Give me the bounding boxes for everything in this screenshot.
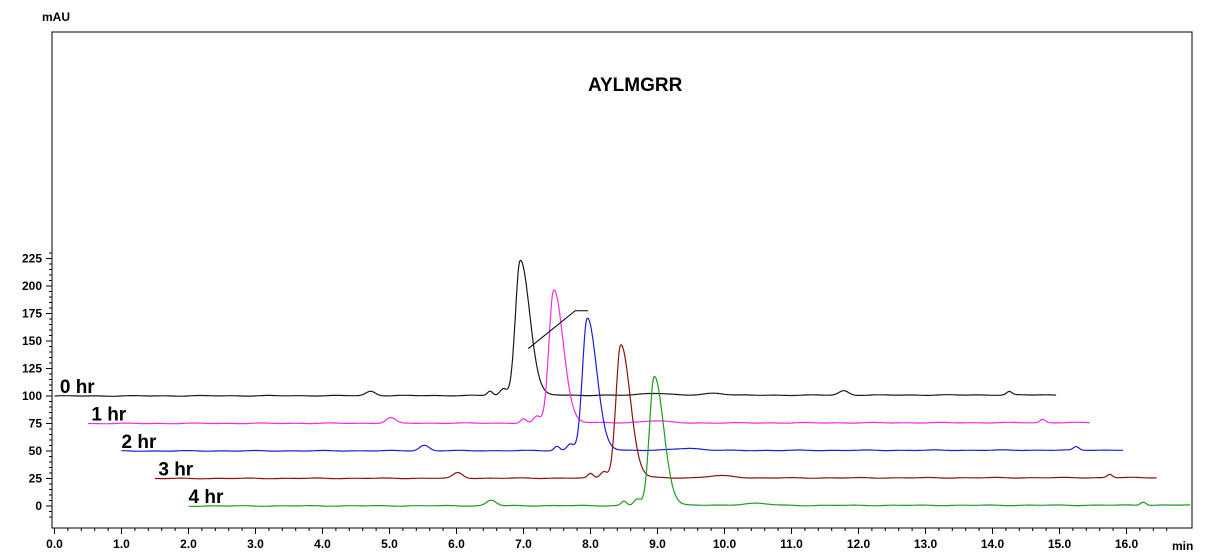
x-tick-label: 0.0 (46, 537, 63, 551)
y-tick-label: 175 (22, 307, 42, 321)
x-tick-label: 5.0 (381, 537, 398, 551)
y-tick-label: 225 (22, 252, 42, 266)
x-tick-label: 2.0 (180, 537, 197, 551)
x-tick-label: 14.0 (981, 537, 1005, 551)
y-tick-label: 200 (22, 279, 42, 293)
series-line-4hr (188, 375, 1191, 507)
peak-annotation-leader (527, 310, 589, 350)
series-label-0hr: 0 hr (60, 377, 95, 398)
x-tick-label: 8.0 (582, 537, 599, 551)
series-label-3hr: 3 hr (158, 460, 193, 481)
x-tick-label: 12.0 (847, 537, 871, 551)
x-axis-unit-label: min (1172, 539, 1193, 553)
series-line-2hr (121, 317, 1124, 452)
series-line-3hr (155, 344, 1157, 480)
x-tick-label: 4.0 (314, 537, 331, 551)
y-tick-label: 125 (22, 362, 42, 376)
x-tick-label: 1.0 (113, 537, 130, 551)
y-tick-label: 100 (22, 389, 42, 403)
series-label-2hr: 2 hr (122, 432, 157, 453)
series-line-1hr (88, 289, 1090, 425)
y-tick-label: 150 (22, 334, 42, 348)
series-label-4hr: 4 hr (189, 487, 224, 508)
y-tick-label: 25 (29, 472, 43, 486)
y-axis-unit-label: mAU (42, 10, 70, 24)
x-tick-label: 9.0 (649, 537, 666, 551)
y-tick-label: 75 (29, 417, 43, 431)
plot-area: 0 25 50 75 100 125 150 175 200 225 0.0 1.0 2.0 3.0 4.0… (22, 31, 1193, 551)
x-tick-label: 11.0 (780, 537, 803, 551)
series-label-1hr: 1 hr (91, 405, 126, 426)
x-tick-label: 15.0 (1048, 537, 1072, 551)
x-tick-label: 10.0 (713, 537, 737, 551)
x-tick-label: 7.0 (515, 537, 532, 551)
x-tick-label: 3.0 (247, 537, 264, 551)
plot-frame (51, 31, 1193, 529)
y-tick-label: 0 (35, 499, 42, 513)
series-line-0hr (54, 259, 1057, 397)
peak-annotation-label: AYLMGRR (588, 75, 683, 96)
x-tick-label: 6.0 (448, 537, 465, 551)
x-tick-label: 13.0 (914, 537, 938, 551)
y-tick-label: 50 (29, 444, 43, 458)
x-tick-label: 16.0 (1115, 537, 1139, 551)
